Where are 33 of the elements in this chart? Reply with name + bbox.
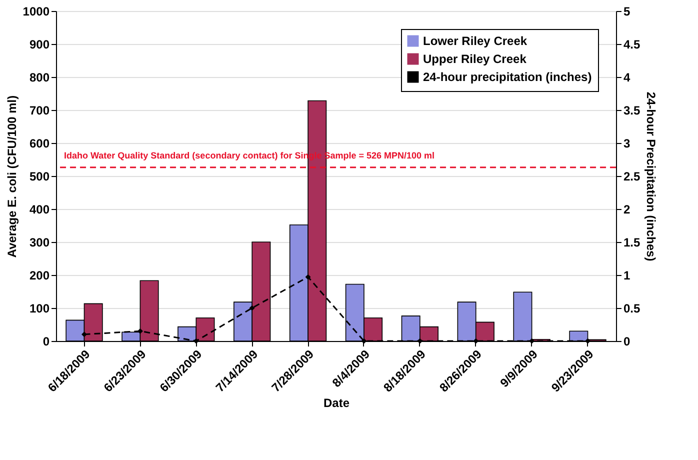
y2-tick-label: 3.5 (624, 104, 641, 118)
y2-tick-label: 0 (624, 334, 630, 348)
y-tick-label: 1000 (22, 4, 50, 18)
y-tick-label: 500 (29, 170, 50, 184)
point (305, 274, 311, 280)
y-axis-title: Average E. coli (CFU/100 ml) (4, 95, 19, 258)
legend-label: Lower Riley Creek (423, 34, 528, 48)
y2-tick-label: 1.5 (624, 236, 641, 250)
y2-tick-label: 2.5 (624, 170, 641, 184)
y2-tick-label: 3 (624, 136, 630, 150)
y2-tick-label: 0.5 (624, 302, 641, 316)
y-tick-label: 800 (29, 70, 50, 84)
point (82, 332, 87, 338)
y2-tick-label: 2 (624, 202, 630, 216)
y2-tick-label: 4.5 (624, 38, 641, 52)
y2-tick-label: 1 (624, 268, 630, 282)
y2-axis-title: 24-hour Precipitation (inches) (644, 92, 658, 262)
y-tick-label: 400 (29, 202, 50, 216)
y2-tick-label: 5 (624, 4, 630, 18)
y-tick-label: 900 (29, 38, 50, 52)
y-tick-label: 0 (42, 334, 50, 348)
point (529, 338, 535, 344)
point (249, 305, 255, 311)
y-tick-label: 700 (29, 104, 50, 118)
y-tick-label: 600 (29, 136, 50, 150)
legend-label: Upper Riley Creek (423, 52, 527, 66)
y2-tick-label: 4 (624, 70, 630, 84)
y-tick-label: 300 (29, 236, 50, 250)
y-tick-label: 200 (29, 268, 50, 282)
point (361, 338, 367, 344)
y-tick-label: 100 (29, 302, 50, 316)
x-axis-title: Date (323, 396, 350, 410)
legend-label: 24-hour precipitation (inches) (423, 70, 592, 84)
